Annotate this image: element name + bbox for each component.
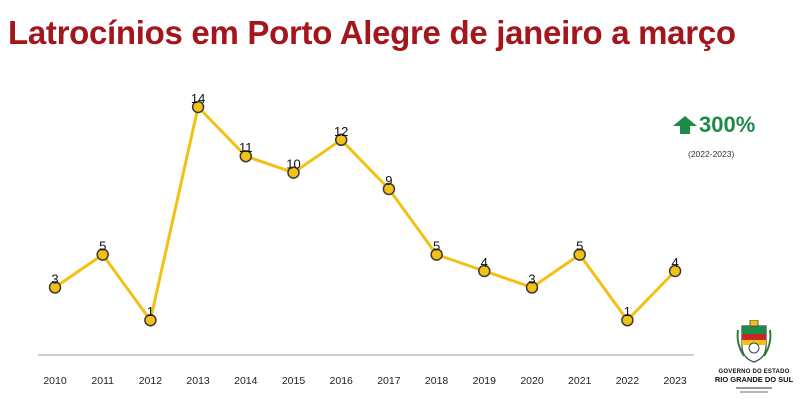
x-tick-2022: 2022 <box>616 375 640 387</box>
data-label-2016: 12 <box>334 124 348 139</box>
series-line <box>54 105 677 322</box>
data-label-2013: 14 <box>191 91 205 106</box>
data-label-2022: 1 <box>624 304 631 319</box>
x-tick-2014: 2014 <box>234 375 258 387</box>
data-point-2021 <box>573 248 586 261</box>
x-tick-2017: 2017 <box>377 375 401 387</box>
x-tick-2016: 2016 <box>330 375 354 387</box>
data-point-2013 <box>191 100 205 114</box>
x-tick-2011: 2011 <box>91 375 114 387</box>
data-point-2011 <box>96 248 109 261</box>
data-label-2010: 3 <box>51 271 58 286</box>
logo-line-2: RIO GRANDE DO SUL <box>714 375 794 384</box>
data-label-2019: 4 <box>481 255 488 270</box>
x-tick-2019: 2019 <box>473 375 497 387</box>
logo-subline <box>736 387 772 389</box>
x-tick-2012: 2012 <box>139 375 163 387</box>
data-point-2010 <box>48 281 62 294</box>
data-point-2016 <box>334 133 348 147</box>
x-tick-2013: 2013 <box>186 375 210 387</box>
x-tick-2021: 2021 <box>568 375 592 387</box>
data-points <box>48 100 682 327</box>
data-point-2014 <box>239 149 253 163</box>
data-point-2018 <box>430 248 443 261</box>
data-point-2012 <box>144 313 157 327</box>
change-value: 300% <box>699 112 756 137</box>
data-point-2022 <box>621 313 634 327</box>
data-label-2020: 3 <box>528 271 535 286</box>
data-point-2017 <box>382 182 396 196</box>
government-logo: GOVERNO DO ESTADO RIO GRANDE DO SUL <box>714 319 794 393</box>
data-point-2023 <box>668 264 682 278</box>
data-point-2019 <box>478 264 491 278</box>
data-label-2015: 10 <box>286 157 300 172</box>
logo-subline-2 <box>740 391 768 393</box>
data-label-2017: 9 <box>385 173 392 188</box>
logo-line-1: GOVERNO DO ESTADO <box>718 369 790 375</box>
data-label-2011: 5 <box>99 239 106 254</box>
x-tick-2023: 2023 <box>663 375 687 387</box>
coat-of-arms-icon <box>736 319 772 363</box>
data-label-2014: 11 <box>239 140 253 155</box>
x-tick-2015: 2015 <box>282 375 306 387</box>
x-tick-2018: 2018 <box>425 375 449 387</box>
x-tick-2020: 2020 <box>520 375 544 387</box>
data-point-2020 <box>525 281 539 294</box>
chart-title: Latrocínios em Porto Alegre de janeiro a… <box>8 14 736 51</box>
x-tick-labels: 2010 2011 2012 2013 2014 2015 2016 2017 2018 2019… <box>43 375 687 387</box>
x-tick-2010: 2010 <box>43 375 67 387</box>
up-arrow-icon <box>673 116 697 134</box>
data-label-2021: 5 <box>576 239 583 254</box>
change-period: (2022-2023) <box>688 149 735 159</box>
change-indicator: 300% (2022-2023) <box>672 112 782 159</box>
data-label-2023: 4 <box>671 255 678 270</box>
data-point-2015 <box>287 166 300 179</box>
data-label-2012: 1 <box>147 304 154 319</box>
data-label-2018: 5 <box>433 239 440 254</box>
